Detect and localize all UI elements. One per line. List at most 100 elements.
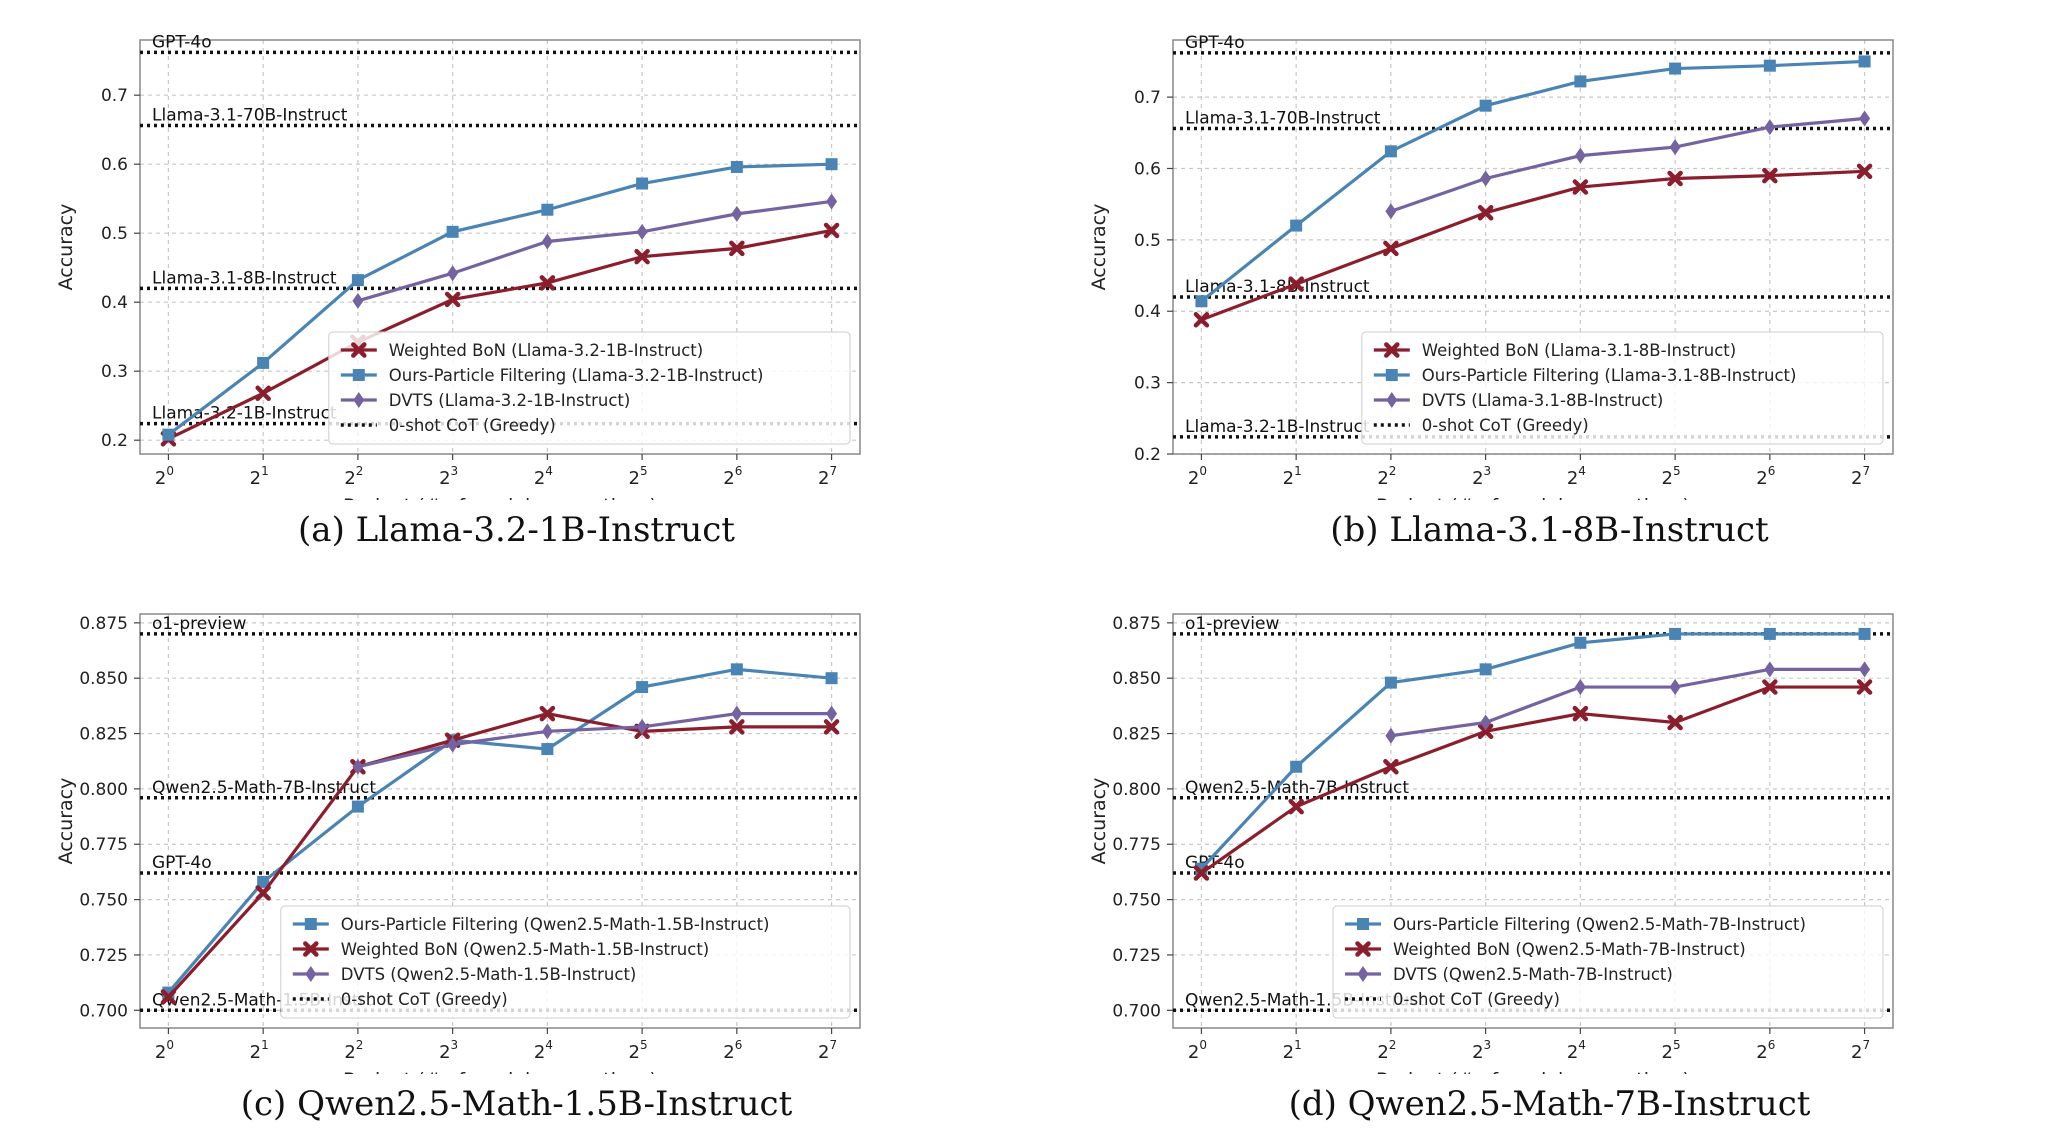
x-tick-label: 21: [250, 464, 269, 489]
x-tick-label: 21: [250, 1038, 269, 1063]
x-axis: 20 21 22 23 24 25 26 27: [155, 454, 837, 489]
reference-line: GPT-4o: [1173, 853, 1893, 875]
data-point: [729, 719, 745, 735]
y-tick-label: 0.3: [1134, 374, 1161, 394]
data-point: [1574, 636, 1587, 649]
legend-item: Ours-Particle Filtering (Llama-3.2-1B-In…: [340, 366, 763, 385]
reference-line: o1-preview: [140, 614, 860, 636]
reference-line: Llama-3.1-8B-Instruct: [140, 268, 860, 291]
data-point: [1288, 798, 1304, 815]
data-point: [1479, 99, 1492, 112]
x-tick-label: 23: [439, 464, 458, 489]
x-tick-label: 26: [723, 464, 742, 489]
data-point: [1480, 714, 1492, 731]
data-point: [1764, 661, 1776, 678]
reference-label: Llama-3.1-70B-Instruct: [1185, 109, 1381, 129]
data-point: [1856, 679, 1873, 695]
reference-label: Qwen2.5-Math-7B-Instruct: [1185, 778, 1409, 798]
series-line: [357, 712, 832, 769]
legend: Ours-Particle Filtering (Qwen2.5-Math-7B…: [1332, 905, 1884, 1019]
legend-item: Ours-Particle Filtering (Llama-3.1-8B-In…: [1373, 366, 1797, 385]
data-point: [352, 292, 364, 309]
series-line: [167, 228, 832, 441]
data-point: [1384, 145, 1397, 158]
data-point: [255, 385, 271, 402]
x-axis: 20 21 22 23 24 25 26 27: [155, 1028, 837, 1063]
legend-item: 0-shot CoT (Greedy): [1373, 416, 1589, 435]
x-tick-label: 23: [1472, 1038, 1491, 1063]
data-point: [352, 758, 364, 775]
plot-frame: [139, 613, 861, 1029]
y-tick-label: 0.850: [79, 669, 128, 689]
y-tick-label: 0.5: [1134, 231, 1161, 251]
legend-label: DVTS (Llama-3.2-1B-Instruct): [389, 391, 631, 410]
series-line: [1390, 667, 1865, 738]
reference-label: Llama-3.1-8B-Instruct: [152, 268, 337, 288]
data-point: [826, 705, 838, 722]
reference-label: o1-preview: [1185, 614, 1279, 634]
legend-item: DVTS (Llama-3.2-1B-Instruct): [340, 391, 631, 410]
legend-label: 0-shot CoT (Greedy): [1393, 990, 1560, 1009]
legend-label: Ours-Particle Filtering (Llama-3.1-8B-In…: [1422, 366, 1797, 385]
data-point: [826, 193, 838, 210]
data-point: [1477, 204, 1494, 221]
series-dvts: [1385, 110, 1871, 220]
accuracy-chart: GPT-4o Llama-3.1-70B-Instruct Llama-3.1-8B…: [1088, 33, 1894, 500]
reference-label: GPT-4o: [152, 853, 212, 873]
data-point: [1669, 62, 1682, 75]
data-point: [1572, 179, 1589, 195]
data-point: [160, 989, 177, 1005]
data-point: [1385, 727, 1397, 744]
data-point: [730, 663, 743, 676]
data-point: [825, 672, 838, 685]
data-point: [1479, 663, 1492, 676]
panel-llama-3-1-8b: GPT-4o Llama-3.1-70B-Instruct Llama-3.1-8B…: [1033, 0, 2066, 574]
x-tick-label: 20: [1188, 1038, 1207, 1063]
data-point: [1667, 714, 1683, 731]
reference-line: o1-preview: [1173, 614, 1893, 636]
data-point: [539, 275, 556, 291]
series-weighted-bon: [160, 222, 840, 447]
x-tick-label: 26: [1756, 464, 1775, 489]
x-tick-label: 22: [344, 464, 363, 489]
reference-label: Llama-3.2-1B-Instruct: [1185, 417, 1370, 437]
data-point: [1288, 276, 1304, 292]
legend-label: 0-shot CoT (Greedy): [341, 990, 508, 1009]
data-point: [539, 705, 556, 722]
legend-label: DVTS (Llama-3.1-8B-Instruct): [1422, 391, 1664, 410]
data-point: [1763, 59, 1776, 72]
y-axis: 0.700 0.725 0.750 0.775 0.800 0.825 0.850 0.875: [79, 614, 140, 1021]
data-point: [1858, 627, 1871, 640]
y-tick-label: 0.3: [101, 362, 128, 382]
data-point: [541, 743, 554, 756]
caption-text: (c) Qwen2.5-Math-1.5B-Instruct: [240, 1084, 793, 1124]
data-point: [1480, 170, 1492, 187]
legend-item: Ours-Particle Filtering (Qwen2.5-Math-1.…: [292, 915, 769, 934]
legend-label: 0-shot CoT (Greedy): [1422, 416, 1589, 435]
data-point: [1574, 147, 1586, 164]
x-tick-label: 27: [1851, 464, 1870, 489]
y-tick-label: 0.750: [1112, 891, 1161, 911]
data-point: [351, 274, 364, 287]
data-point: [1290, 760, 1303, 773]
series-line: [1200, 632, 1865, 870]
y-axis-label: Accuracy: [1088, 204, 1110, 291]
y-axis-label: Accuracy: [55, 778, 77, 865]
legend-item: DVTS (Qwen2.5-Math-1.5B-Instruct): [292, 965, 636, 984]
data-point: [162, 428, 175, 441]
legend-marker: [1386, 392, 1398, 408]
legend-marker: [304, 918, 317, 930]
data-point: [257, 875, 270, 888]
y-tick-label: 0.700: [1112, 1001, 1161, 1021]
legend-label: 0-shot CoT (Greedy): [389, 416, 556, 435]
data-point: [1859, 110, 1871, 127]
legend-marker: [1384, 342, 1400, 358]
y-axis: 0.2 0.3 0.4 0.5 0.6 0.7: [1134, 88, 1173, 465]
y-tick-label: 0.800: [1112, 780, 1161, 800]
data-point: [823, 222, 840, 239]
reference-line: Qwen2.5-Math-7B-Instruct: [140, 778, 860, 800]
data-point: [1193, 865, 1210, 881]
y-tick-label: 0.7: [1134, 88, 1161, 108]
data-point: [447, 736, 459, 753]
legend-box: [1332, 905, 1884, 1019]
